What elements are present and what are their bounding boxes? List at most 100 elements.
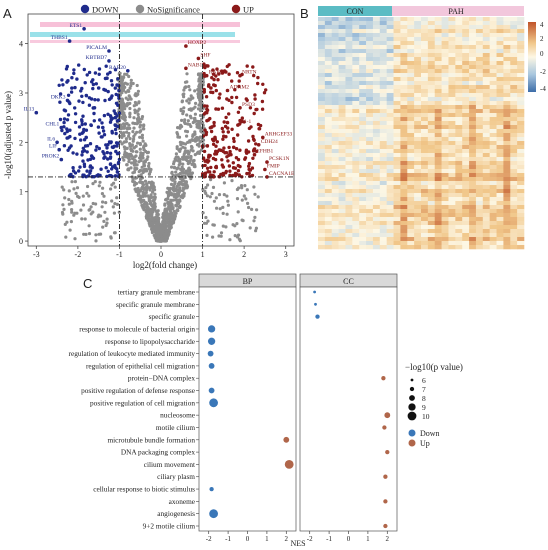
down-point: [106, 157, 110, 161]
ns-point: [205, 233, 209, 237]
heatmap-cell: [421, 41, 429, 46]
up-point: [224, 151, 229, 155]
down-point: [88, 169, 93, 173]
band-cyan: [30, 32, 235, 37]
ns-point: [179, 182, 183, 186]
heatmap-cell: [386, 225, 394, 230]
heatmap-cell: [345, 45, 353, 50]
heatmap-cell: [510, 153, 518, 158]
heatmap-cell: [421, 77, 429, 82]
ns-point: [176, 199, 180, 203]
heatmap-cell: [441, 193, 449, 198]
ns-point: [101, 186, 105, 190]
heatmap-cell: [414, 93, 422, 98]
down-point: [81, 159, 85, 163]
heatmap-cell: [318, 209, 326, 214]
heatmap-cell: [462, 17, 470, 22]
heatmap-cell: [318, 129, 326, 134]
gsea-point: [207, 350, 214, 357]
down-point: [116, 103, 120, 108]
down-point: [91, 86, 95, 91]
heatmap-cell: [489, 233, 497, 238]
down-point: [109, 79, 114, 83]
down-point: [73, 85, 77, 90]
color-scale-tick: 2: [540, 35, 544, 43]
heatmap-cell: [469, 229, 477, 234]
up-point: [220, 158, 224, 162]
heatmap-cell: [379, 61, 387, 66]
up-point: [205, 119, 209, 123]
heatmap-cell: [441, 121, 449, 126]
heatmap-cell: [379, 69, 387, 74]
heatmap-cell: [434, 85, 442, 90]
ns-point: [170, 165, 174, 169]
term-label: positive regulation of cell migration: [90, 398, 195, 407]
heatmap-cell: [318, 29, 326, 34]
up-point: [254, 107, 258, 112]
heatmap-cell: [393, 129, 401, 134]
up-point: [224, 70, 228, 74]
heatmap-cell: [414, 81, 422, 86]
heatmap-cell: [462, 181, 470, 186]
ns-point: [226, 199, 230, 203]
heatmap-cell: [318, 201, 326, 206]
down-point: [86, 158, 90, 162]
heatmap-cell: [448, 37, 456, 42]
heatmap-cell: [421, 17, 429, 22]
heatmap-cell: [400, 65, 408, 70]
heatmap-cell: [421, 97, 429, 102]
ns-point: [182, 155, 186, 159]
heatmap-cell: [441, 97, 449, 102]
heatmap-cell: [441, 157, 449, 162]
heatmap-cell: [441, 29, 449, 34]
heatmap-cell: [496, 237, 504, 242]
heatmap-cell: [496, 209, 504, 214]
heatmap-cell: [352, 77, 360, 82]
up-point: [224, 169, 228, 174]
heatmap-cell: [421, 221, 429, 226]
heatmap-cell: [407, 233, 415, 238]
ns-point: [175, 145, 179, 149]
down-point: [83, 144, 88, 148]
up-point: [214, 107, 218, 111]
up-point: [214, 74, 218, 78]
heatmap-cell: [318, 73, 326, 78]
heatmap-cell: [338, 29, 346, 34]
heatmap-cell: [489, 241, 497, 246]
heatmap-cell: [331, 221, 339, 226]
heatmap-cell: [455, 117, 463, 122]
heatmap-cell: [482, 145, 490, 150]
down-point: [88, 165, 93, 169]
heatmap-cell: [400, 225, 408, 230]
heatmap-cell: [379, 177, 387, 182]
ns-point: [201, 187, 205, 192]
heatmap-cell: [324, 125, 333, 130]
heatmap-cell: [352, 161, 360, 166]
heatmap-cell: [359, 129, 367, 134]
ns-point: [218, 207, 222, 211]
heatmap-cell: [393, 169, 401, 174]
gene-label: IL13: [24, 107, 35, 113]
heatmap-cell: [469, 177, 477, 182]
heatmap-cell: [372, 149, 381, 154]
heatmap-cell: [407, 189, 415, 194]
term-label: response to lipopolysaccharide: [105, 337, 195, 346]
heatmap-cell: [318, 45, 326, 50]
heatmap-cell: [448, 233, 456, 238]
heatmap-cell: [421, 189, 429, 194]
heatmap-cell: [324, 25, 333, 30]
heatmap-cell: [386, 77, 394, 82]
heatmap-cell: [407, 177, 415, 182]
ns-point: [177, 163, 181, 167]
heatmap-cell: [455, 141, 463, 146]
heatmap-cell: [379, 77, 387, 82]
heatmap-cell: [331, 245, 339, 250]
heatmap-cell: [475, 41, 484, 46]
heatmap-cell: [379, 153, 387, 158]
up-point: [184, 44, 188, 48]
heatmap-cell: [489, 93, 497, 98]
up-point: [214, 164, 218, 169]
heatmap-cell: [366, 213, 374, 218]
heatmap-cell: [359, 113, 367, 118]
heatmap-cell: [427, 181, 436, 186]
